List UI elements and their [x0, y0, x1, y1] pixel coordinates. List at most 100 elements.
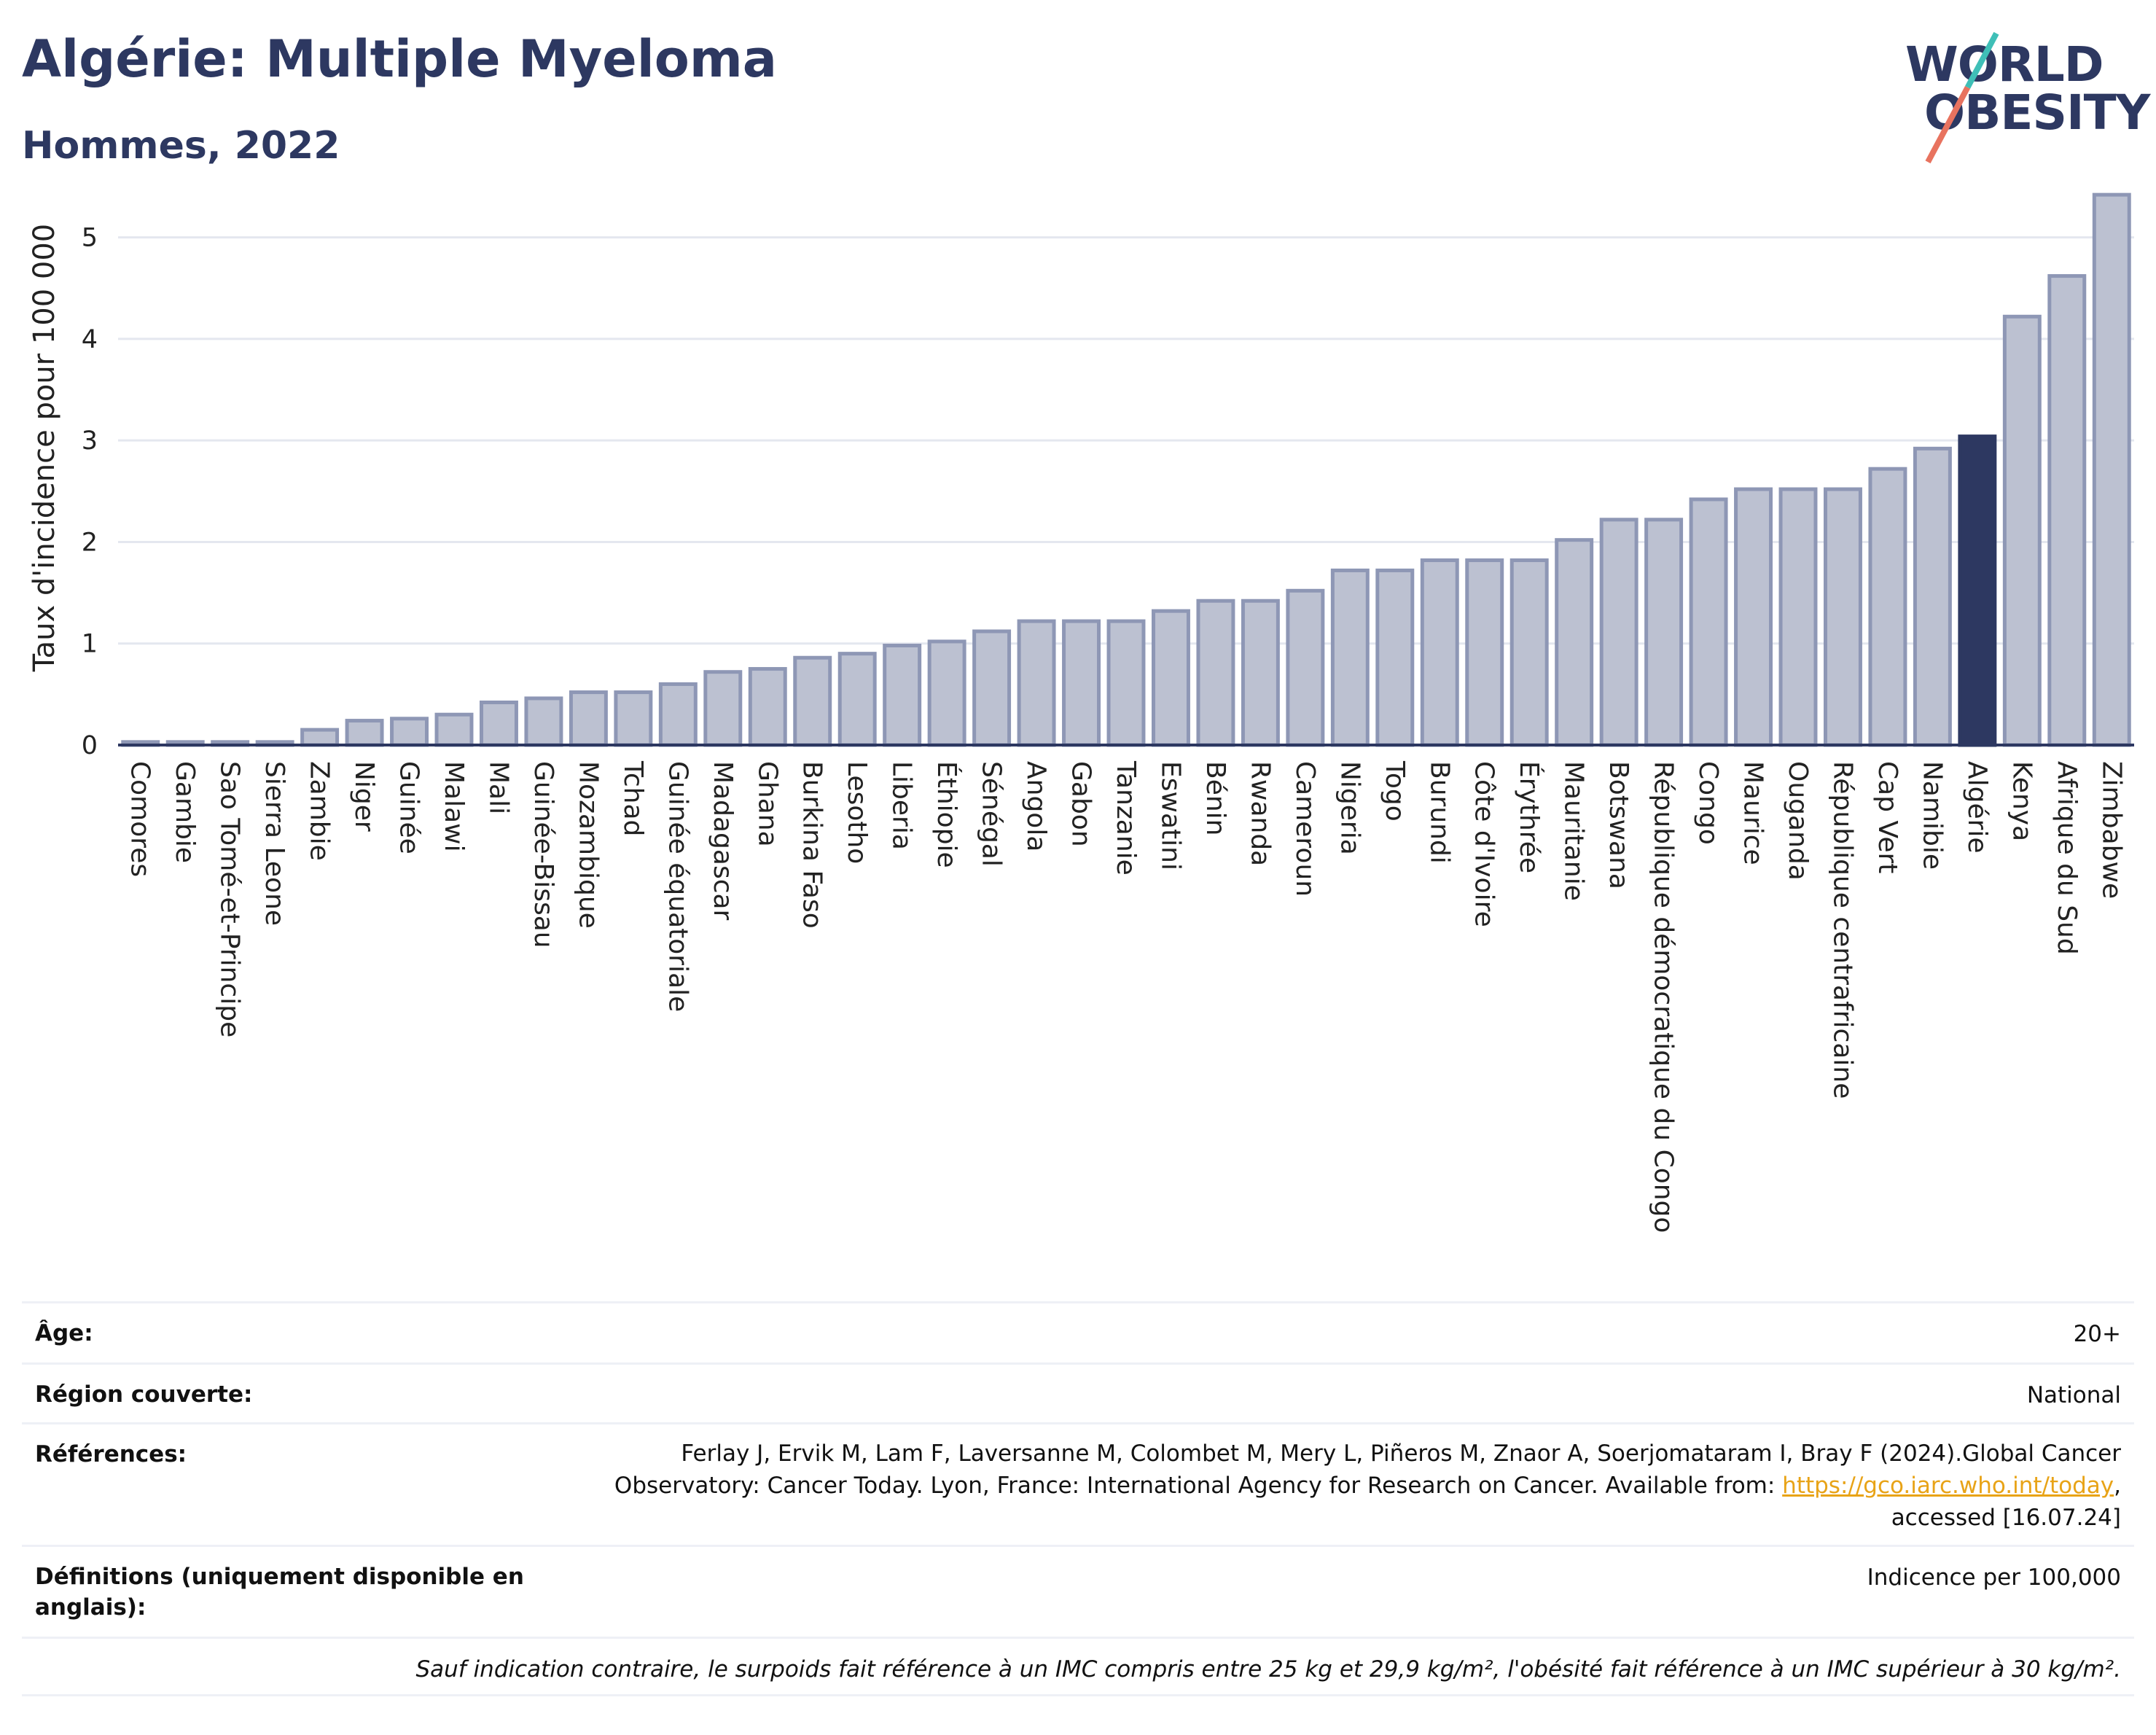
- x-tick-label-13: Madagascar: [708, 761, 738, 921]
- x-tick-label-23: Eswatini: [1155, 761, 1185, 870]
- bar-44: [2092, 192, 2131, 747]
- info-note: Sauf indication contraire, le surpoids f…: [415, 1656, 2121, 1683]
- y-tick-label-1: 1: [82, 630, 98, 659]
- x-tick-label-30: Côte d'Ivoire: [1469, 761, 1499, 927]
- x-tick-label-1: Gambie: [170, 761, 200, 863]
- info-row-references: Références: Ferlay J, Ervik M, Lam F, La…: [22, 1422, 2134, 1545]
- x-tick-label-17: Liberia: [887, 761, 917, 850]
- x-tick-label-19: Sénégal: [977, 761, 1007, 867]
- bar-10: [569, 690, 608, 747]
- x-tick-label-29: Burundi: [1424, 761, 1454, 864]
- bar-30: [1465, 558, 1504, 747]
- x-tick-label-9: Guinée-Bissau: [528, 761, 558, 948]
- info-row-region: Région couverte: National: [22, 1362, 2134, 1422]
- references-line-2: Observatory: Cancer Today. Lyon, France:…: [614, 1470, 2121, 1502]
- y-axis-label: Taux d'incidence pour 100 000: [28, 224, 61, 672]
- references-line-1: Ferlay J, Ervik M, Lam F, Laversanne M, …: [681, 1440, 2121, 1467]
- x-tick-label-42: Kenya: [2007, 761, 2036, 841]
- bar-27: [1330, 568, 1370, 747]
- x-tick-label-34: République démocratique du Congo: [1649, 761, 1679, 1233]
- x-tick-label-16: Lesotho: [842, 761, 872, 864]
- info-label-region: Région couverte:: [35, 1381, 253, 1408]
- x-tick-label-12: Guinée équatoriale: [663, 761, 692, 1012]
- page-subtitle: Hommes, 2022: [22, 124, 340, 168]
- bar-41: [1958, 434, 1997, 747]
- bar-8: [479, 701, 518, 747]
- bar-37: [1778, 487, 1818, 747]
- y-tick-label-2: 2: [82, 528, 98, 557]
- bar-22: [1106, 619, 1146, 747]
- bar-18: [927, 639, 966, 747]
- references-line-3: accessed [16.07.24]: [1891, 1505, 2121, 1531]
- bar-9: [524, 696, 563, 747]
- x-tick-label-35: Congo: [1693, 761, 1723, 845]
- x-tick-label-38: République centrafricaine: [1827, 761, 1857, 1099]
- bar-19: [972, 629, 1012, 747]
- bar-43: [2047, 274, 2087, 747]
- bar-6: [390, 717, 429, 747]
- bar-40: [1913, 446, 1952, 747]
- x-tick-label-8: Mali: [483, 761, 513, 814]
- x-tick-label-28: Togo: [1380, 760, 1410, 822]
- x-tick-label-40: Namibie: [1917, 761, 1947, 870]
- info-table: Âge: 20+ Région couverte: National Référ…: [22, 1301, 2134, 1696]
- x-tick-label-21: Gabon: [1066, 761, 1096, 847]
- references-line-2-text: Observatory: Cancer Today. Lyon, France:…: [614, 1473, 1783, 1499]
- bar-15: [793, 655, 832, 747]
- bar-31: [1509, 558, 1549, 747]
- info-value-references: Ferlay J, Ervik M, Lam F, Laversanne M, …: [614, 1438, 2121, 1534]
- page-title: Algérie: Multiple Myeloma: [22, 29, 778, 89]
- x-tick-label-3: Sierra Leone: [259, 761, 289, 926]
- info-value-age: 20+: [2073, 1321, 2121, 1347]
- x-tick-label-20: Angola: [1021, 761, 1051, 851]
- y-tick-label-4: 4: [82, 325, 98, 354]
- y-tick-label-3: 3: [82, 426, 98, 456]
- bar-23: [1151, 609, 1190, 747]
- x-tick-label-22: Tanzanie: [1111, 760, 1141, 876]
- bar-39: [1868, 467, 1907, 747]
- info-label-references: Références:: [35, 1441, 187, 1467]
- info-label-age: Âge:: [35, 1320, 93, 1346]
- bar-4: [300, 728, 340, 747]
- x-tick-label-0: Comores: [125, 761, 155, 877]
- x-tick-label-39: Cap Vert: [1872, 761, 1902, 873]
- bar-7: [434, 712, 474, 747]
- bar-chart: 0 1 2 3 4 5 Taux d'incidence pour 100 000 Comor…: [28, 192, 2134, 1233]
- bar-21: [1062, 619, 1101, 747]
- bar-26: [1286, 588, 1325, 747]
- bar-17: [883, 644, 922, 747]
- x-tick-label-2: Sao Tomé-et-Principe: [215, 761, 245, 1037]
- x-tick-label-44: Zimbabwe: [2096, 761, 2126, 899]
- bar-33: [1599, 518, 1639, 747]
- bar-34: [1644, 518, 1684, 747]
- bar-38: [1823, 487, 1862, 747]
- bar-32: [1555, 538, 1594, 747]
- bar-11: [614, 690, 653, 747]
- bar-14: [748, 667, 787, 747]
- info-value-region: National: [2026, 1382, 2121, 1408]
- x-tick-label-4: Zambie: [305, 761, 335, 861]
- info-row-age: Âge: 20+: [22, 1301, 2134, 1362]
- x-tick-label-6: Guinée: [394, 761, 424, 854]
- x-tick-label-31: Érythrée: [1514, 761, 1544, 873]
- bar-13: [703, 670, 743, 747]
- bar-28: [1375, 568, 1415, 747]
- bar-35: [1689, 497, 1728, 747]
- x-tick-label-37: Ouganda: [1783, 761, 1813, 881]
- bar-25: [1241, 599, 1280, 747]
- x-tick-label-11: Tchad: [618, 760, 648, 836]
- references-link[interactable]: https://gco.iarc.who.int/today: [1782, 1473, 2114, 1499]
- x-tick-label-15: Burkina Faso: [797, 761, 827, 929]
- x-tick-label-33: Botswana: [1604, 761, 1633, 889]
- references-line-2-suffix: ,: [2114, 1473, 2121, 1499]
- info-row-note: Sauf indication contraire, le surpoids f…: [22, 1637, 2134, 1696]
- info-label-definitions: Définitions (uniquement disponible en an…: [35, 1564, 524, 1621]
- logo-word-world: WORLD: [1905, 36, 2104, 93]
- x-tick-label-41: Algérie: [1962, 761, 1992, 854]
- bar-12: [658, 682, 698, 747]
- bar-16: [837, 652, 877, 747]
- x-tick-label-32: Mauritanie: [1559, 761, 1589, 901]
- x-tick-label-25: Rwanda: [1245, 761, 1275, 866]
- bar-29: [1420, 558, 1459, 747]
- x-tick-label-10: Mozambique: [573, 761, 603, 929]
